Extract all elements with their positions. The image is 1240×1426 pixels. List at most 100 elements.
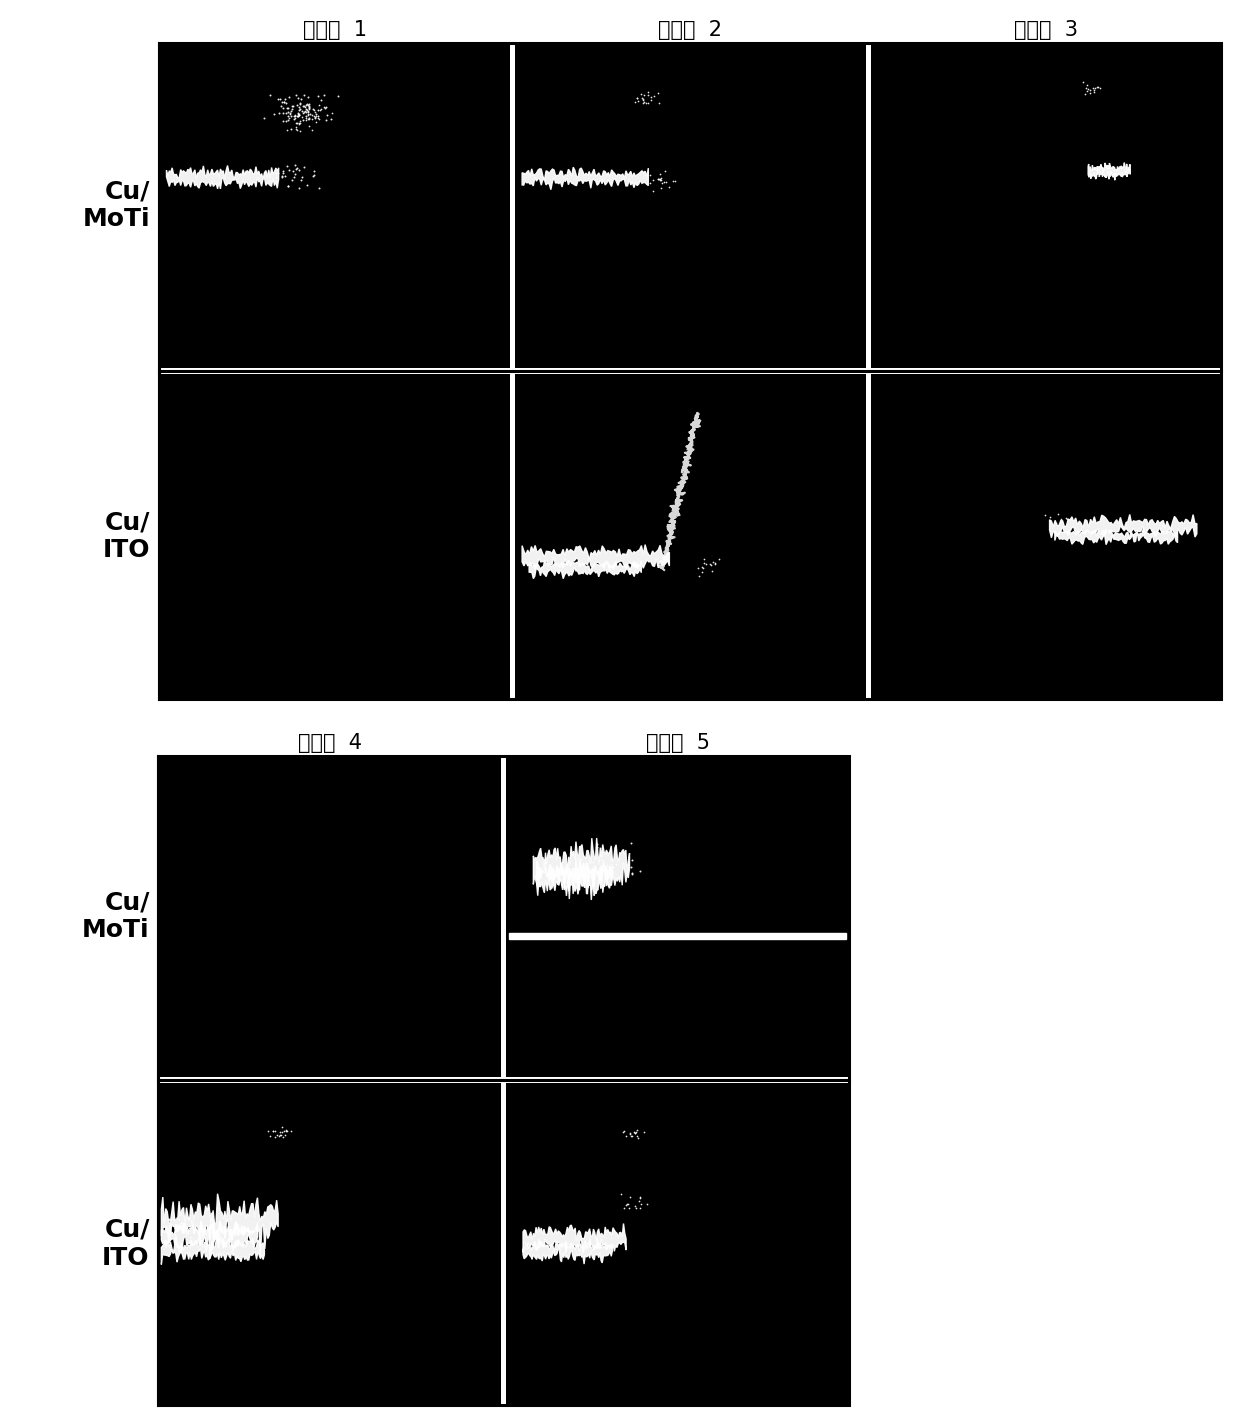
Point: [295, 94, 315, 117]
Point: [290, 168, 310, 191]
Point: [285, 116, 305, 138]
Point: [703, 550, 723, 573]
Point: [631, 1192, 651, 1215]
Point: [595, 864, 615, 887]
Point: [286, 117, 306, 140]
Point: [286, 94, 306, 117]
Point: [265, 1119, 285, 1142]
Point: [179, 1216, 198, 1239]
Point: [634, 88, 653, 111]
Point: [706, 552, 725, 575]
Point: [655, 171, 675, 194]
Point: [280, 103, 300, 125]
Point: [285, 163, 305, 185]
Point: [564, 846, 584, 868]
Point: [583, 857, 603, 880]
Point: [304, 97, 324, 120]
Point: [620, 1122, 640, 1145]
Point: [692, 556, 712, 579]
Point: [701, 553, 720, 576]
Polygon shape: [523, 1224, 626, 1253]
Point: [286, 158, 306, 181]
Point: [270, 1124, 290, 1147]
Polygon shape: [529, 560, 641, 579]
Point: [259, 170, 279, 193]
Point: [275, 87, 295, 110]
Point: [299, 93, 319, 116]
Point: [288, 103, 308, 125]
Point: [321, 107, 341, 130]
Point: [626, 1121, 646, 1144]
Text: Cu/
ITO: Cu/ ITO: [103, 511, 150, 562]
Point: [283, 94, 303, 117]
Point: [288, 104, 308, 127]
Point: [309, 177, 329, 200]
Point: [159, 1208, 179, 1231]
Point: [621, 1125, 641, 1148]
Point: [289, 177, 309, 200]
Point: [294, 94, 314, 117]
Point: [601, 857, 621, 880]
Title: 比較例  2: 比較例 2: [658, 20, 723, 40]
Point: [651, 168, 671, 191]
Point: [697, 553, 717, 576]
Point: [634, 93, 653, 116]
Point: [309, 84, 329, 107]
Point: [316, 108, 336, 131]
Point: [294, 84, 314, 107]
Point: [634, 1121, 653, 1144]
Point: [656, 171, 676, 194]
Point: [591, 837, 611, 860]
Point: [289, 104, 309, 127]
Point: [296, 98, 316, 121]
Point: [580, 858, 600, 881]
Point: [1084, 81, 1104, 104]
Point: [284, 104, 304, 127]
Point: [289, 104, 309, 127]
Point: [171, 1212, 191, 1235]
Point: [299, 97, 319, 120]
Polygon shape: [161, 1221, 258, 1259]
Point: [263, 1119, 283, 1142]
Point: [288, 87, 308, 110]
Point: [293, 106, 312, 128]
Point: [1076, 77, 1096, 100]
Text: Cu/
ITO: Cu/ ITO: [102, 1218, 150, 1269]
Point: [275, 103, 295, 125]
Point: [649, 91, 668, 114]
Point: [273, 163, 293, 185]
Point: [273, 90, 293, 113]
Point: [309, 107, 329, 130]
Point: [1048, 503, 1068, 526]
Point: [274, 90, 294, 113]
Point: [278, 174, 298, 197]
Point: [273, 1115, 293, 1138]
Point: [281, 1119, 301, 1142]
Point: [569, 856, 589, 878]
Point: [650, 163, 670, 185]
Point: [634, 84, 653, 107]
Point: [268, 163, 288, 185]
Point: [289, 96, 309, 118]
Point: [631, 83, 651, 106]
Point: [569, 850, 589, 873]
Point: [636, 91, 656, 114]
Point: [278, 101, 298, 124]
Point: [625, 90, 645, 113]
Point: [305, 107, 325, 130]
Point: [264, 103, 284, 125]
Point: [575, 861, 595, 884]
Point: [590, 864, 610, 887]
Point: [159, 1209, 179, 1232]
Point: [274, 1119, 294, 1142]
Point: [299, 97, 319, 120]
Point: [279, 174, 299, 197]
Point: [289, 101, 309, 124]
Point: [596, 841, 616, 864]
Point: [1056, 506, 1076, 529]
Point: [625, 1122, 645, 1145]
Point: [281, 168, 301, 191]
Point: [611, 1184, 631, 1206]
Title: 比較例  4: 比較例 4: [298, 733, 362, 753]
Point: [293, 101, 312, 124]
